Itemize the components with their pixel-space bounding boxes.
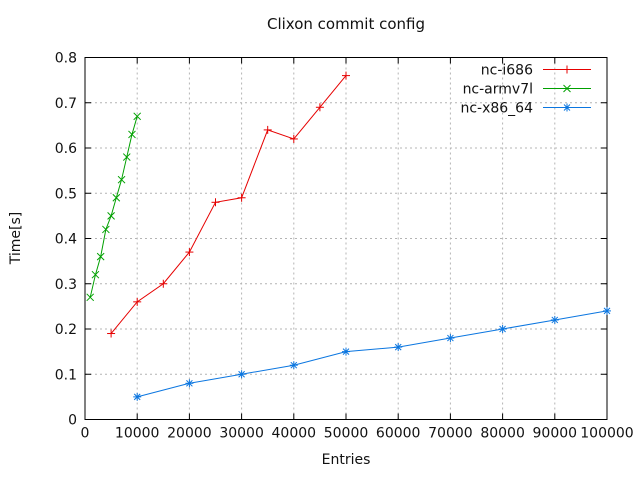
x-tick-label: 50000 [324,426,369,442]
y-tick-label: 0.3 [55,277,77,293]
data-point-marker [499,325,506,333]
y-tick-label: 0.7 [55,96,77,112]
data-point-marker [117,175,126,184]
data-point-marker [107,212,115,220]
ticks: 0 10000 20000 30000 40000 50000 60000 70000 8000… [55,51,634,442]
data-point-marker [112,193,121,202]
grid [85,57,607,420]
data-point-marker [86,293,95,302]
data-point-marker [133,393,141,401]
data-point-marker [128,130,136,139]
legend-label-nc-i686: nc-i686 [481,63,533,79]
data-point-marker [342,348,350,355]
data-point-marker [186,379,193,387]
x-tick-label: 80000 [480,426,525,442]
y-tick-label: 0.2 [55,322,77,338]
data-point-marker [394,343,402,351]
y-tick-label: 0.1 [55,367,77,383]
y-tick-label: 0.4 [55,232,77,248]
data-point-marker [91,270,100,279]
x-tick-label: 60000 [376,426,421,442]
legend: nc-i686 nc-armv7l nc-x86_64 [460,63,591,117]
y-tick-label: 0.5 [55,186,77,202]
data-point-marker [447,334,454,342]
y-tick-label: 0.8 [55,51,77,67]
x-tick-label: 70000 [428,426,473,442]
series-nc-x86_64 [133,306,611,401]
series-line-nc-armv7l [89,116,138,298]
y-tick-label: 0.6 [55,141,77,157]
x-tick-label: 20000 [167,426,212,442]
legend-label-nc-x86_64: nc-x86_64 [460,101,533,117]
data-point-marker [551,316,559,324]
series-line-nc-x86_64 [137,310,608,398]
data-point-marker [238,370,245,378]
data-point-marker [290,361,298,369]
x-tick-label: 90000 [533,426,578,442]
x-tick-label: 30000 [219,426,264,442]
x-tick-label: 10000 [115,426,160,442]
series-nc-i686 [107,71,350,338]
x-tick-label: 0 [81,426,90,442]
data-point-marker [133,112,142,121]
x-tick-label: 40000 [272,426,317,442]
data-point-marker [102,225,110,234]
x-tick-label: 100000 [580,426,633,442]
data-point-marker [563,104,571,111]
data-point-marker [122,153,131,161]
y-tick-label: 0 [68,413,77,429]
data-point-marker [603,307,611,315]
data-point-marker [96,252,105,261]
legend-label-nc-armv7l: nc-armv7l [463,82,533,98]
x-axis-label: Entries [321,452,371,468]
chart-title: Clixon commit config [266,15,426,33]
series-nc-armv7l [86,112,142,302]
series-line-nc-i686 [110,75,347,334]
data-point-marker [563,84,571,93]
